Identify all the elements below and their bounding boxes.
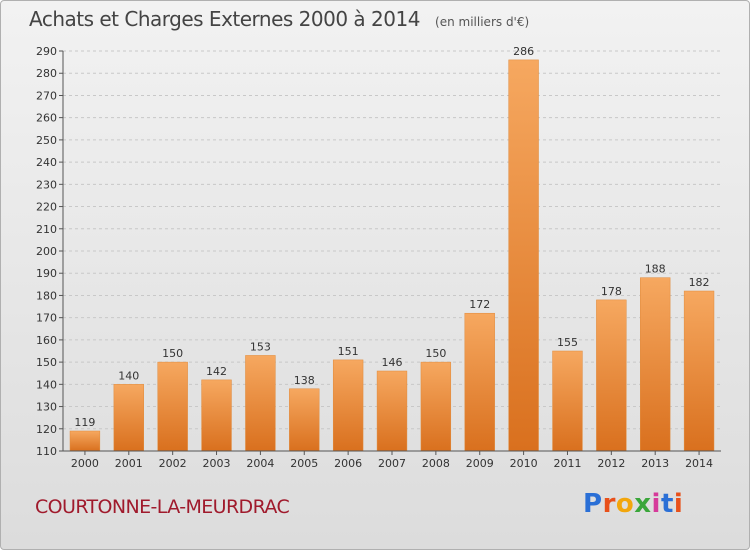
- x-tick-label: 2010: [510, 457, 538, 470]
- y-tick-label: 250: [36, 134, 57, 147]
- logo-letter: P: [583, 489, 603, 519]
- bar-2007: [376, 370, 408, 452]
- bar-2004: [245, 355, 276, 452]
- bar-2014: [683, 290, 715, 452]
- x-tick-label: 2013: [641, 457, 669, 470]
- x-tick-label: 2009: [466, 457, 494, 470]
- data-label: 140: [118, 369, 139, 382]
- x-tick-label: 2008: [422, 457, 450, 470]
- y-tick-label: 170: [36, 312, 57, 325]
- data-label: 119: [74, 416, 95, 429]
- y-tick-label: 260: [36, 112, 57, 125]
- y-tick-label: 200: [36, 245, 57, 258]
- logo-letter: x: [634, 489, 652, 519]
- y-tick-label: 280: [36, 67, 57, 80]
- y-tick-label: 110: [36, 445, 57, 458]
- bars: 119 140 150 142 153 138 151 146 150 172 286 155 178 1…: [69, 45, 715, 452]
- bar-2009: [464, 312, 495, 452]
- y-tick-label: 290: [36, 45, 57, 58]
- x-tick-label: 2001: [115, 457, 143, 470]
- logo-letter: r: [602, 489, 616, 519]
- logo-letter: o: [615, 489, 635, 519]
- bar-2000: [69, 430, 101, 452]
- x-tick-label: 2006: [334, 457, 362, 470]
- data-label: 142: [206, 365, 227, 378]
- y-tick-label: 160: [36, 334, 57, 347]
- y-tick-label: 230: [36, 178, 57, 191]
- y-tick-label: 140: [36, 378, 57, 391]
- x-tick-label: 2007: [378, 457, 406, 470]
- y-tick-label: 270: [36, 89, 57, 102]
- bar-2013: [640, 277, 671, 452]
- data-label: 150: [162, 347, 183, 360]
- logo-letter: t: [660, 489, 674, 519]
- x-tick-label: 2003: [203, 457, 231, 470]
- x-tick-label: 2012: [597, 457, 625, 470]
- y-tick-label: 220: [36, 201, 57, 214]
- x-tick-label: 2014: [685, 457, 713, 470]
- commune-name: COURTONNE-LA-MEURDRAC: [35, 496, 290, 518]
- data-label: 153: [250, 340, 271, 353]
- y-tick-label: 130: [36, 401, 57, 414]
- bar-2012: [596, 299, 627, 452]
- data-label: 151: [338, 345, 359, 358]
- y-tick-label: 120: [36, 423, 57, 436]
- data-label: 146: [382, 356, 403, 369]
- y-tick-label: 180: [36, 289, 57, 302]
- data-label: 172: [469, 298, 490, 311]
- bar-2002: [157, 361, 188, 452]
- proxiti-logo: Proxiti: [583, 489, 683, 519]
- bar-2003: [201, 379, 232, 452]
- chart-subtitle: (en milliers d'€): [435, 15, 530, 29]
- data-label: 138: [294, 374, 315, 387]
- bar-2008: [420, 361, 452, 452]
- bar-2005: [289, 388, 320, 452]
- bar-2011: [552, 350, 583, 452]
- chart-title: Achats et Charges Externes 2000 à 2014: [29, 7, 420, 31]
- x-tick-label: 2000: [71, 457, 99, 470]
- data-label: 188: [645, 263, 666, 276]
- x-tick-label: 2004: [246, 457, 274, 470]
- title-row: Achats et Charges Externes 2000 à 2014 (…: [29, 7, 529, 31]
- bar-2010: [508, 59, 539, 452]
- bar-2001: [113, 384, 144, 452]
- logo-letter: i: [673, 489, 684, 519]
- y-tick-label: 240: [36, 156, 57, 169]
- x-tick-label: 2002: [159, 457, 187, 470]
- y-tick-label: 210: [36, 223, 57, 236]
- data-label: 150: [425, 347, 446, 360]
- axes: 110 120 130 140 150 160 170 180 190 200 210 220 230 2…: [36, 45, 721, 470]
- data-label: 155: [557, 336, 578, 349]
- x-tick-label: 2005: [290, 457, 318, 470]
- y-tick-label: 150: [36, 356, 57, 369]
- y-tick-label: 190: [36, 267, 57, 280]
- data-label: 286: [513, 45, 534, 58]
- bar-2006: [332, 359, 364, 452]
- data-label: 178: [601, 285, 622, 298]
- logo-letter: i: [651, 489, 661, 519]
- data-label: 182: [689, 276, 710, 289]
- x-tick-label: 2011: [553, 457, 581, 470]
